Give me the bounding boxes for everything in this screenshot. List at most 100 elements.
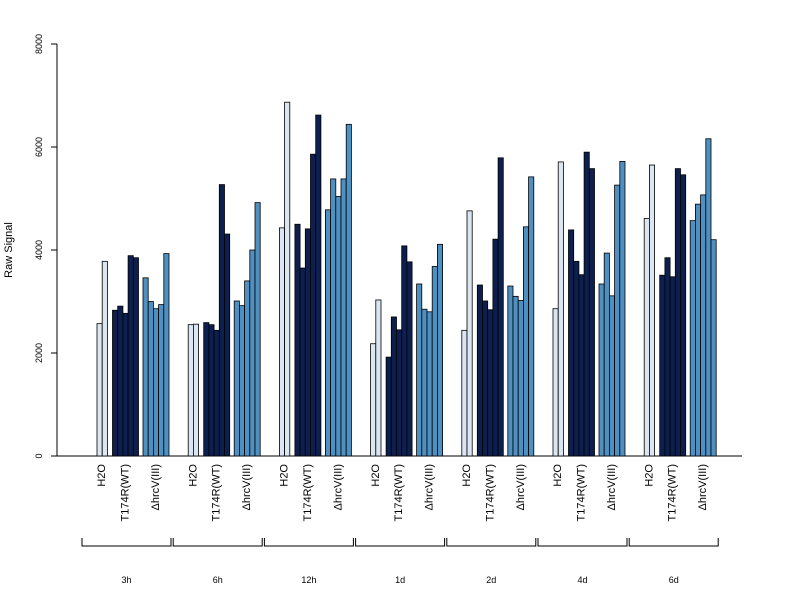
treatment-label: T174R(WT) — [667, 464, 679, 521]
bar — [375, 299, 382, 457]
bar — [385, 356, 392, 457]
group-label: 3h — [121, 575, 131, 585]
bar — [416, 283, 423, 457]
group-bracket — [446, 538, 537, 547]
bar — [674, 168, 681, 457]
bar — [299, 267, 306, 457]
treatment-label: ΔhrcV(III) — [241, 464, 253, 510]
bar — [117, 305, 124, 457]
treatment-label: H2O — [96, 464, 108, 487]
bar — [523, 226, 530, 457]
bar — [112, 309, 119, 457]
bar — [294, 223, 301, 457]
bar — [218, 184, 225, 457]
group-label: 6d — [669, 575, 679, 585]
y-tick-label: 0 — [34, 453, 44, 458]
bar — [568, 229, 575, 457]
treatment-label: H2O — [461, 464, 473, 487]
bar — [249, 249, 256, 457]
bar — [619, 161, 626, 457]
bar — [208, 324, 215, 457]
labels-layer: H2O T174R(WT) ΔhrcV(III) 3h H2O T174R(WT) Δhrc… — [81, 464, 719, 585]
group-bracket — [172, 538, 263, 547]
bar — [278, 227, 285, 457]
group-label: 2d — [486, 575, 496, 585]
bar — [213, 329, 220, 457]
treatment-label: H2O — [370, 464, 382, 487]
bar — [643, 218, 650, 457]
bar — [573, 260, 580, 457]
bar — [340, 178, 347, 457]
bar — [487, 309, 494, 457]
bar — [147, 301, 154, 457]
bar — [127, 255, 134, 457]
bar — [254, 202, 261, 457]
bar — [649, 164, 656, 457]
treatment-label: T174R(WT) — [484, 464, 496, 521]
bar — [603, 252, 610, 457]
bar — [426, 311, 433, 457]
bar — [461, 329, 468, 457]
bar — [315, 114, 322, 457]
bar — [370, 343, 377, 457]
bar — [192, 323, 199, 457]
group-label: 4d — [577, 575, 587, 585]
bar — [517, 300, 524, 457]
bar — [710, 239, 717, 457]
treatment-label: T174R(WT) — [211, 464, 223, 521]
treatment-label: ΔhrcV(III) — [606, 464, 618, 510]
bar — [132, 257, 139, 457]
bar — [705, 138, 712, 457]
treatment-label: T174R(WT) — [576, 464, 588, 521]
bar — [497, 157, 504, 457]
bar — [203, 322, 210, 457]
bar — [390, 316, 397, 457]
bar — [238, 305, 245, 457]
treatment-label: ΔhrcV(III) — [332, 464, 344, 510]
treatment-label: ΔhrcV(III) — [515, 464, 527, 510]
bar — [122, 312, 129, 457]
bar — [614, 184, 621, 457]
treatment-label: H2O — [279, 464, 291, 487]
bar — [401, 245, 408, 457]
bars-layer — [96, 101, 717, 457]
bar — [598, 283, 605, 457]
bar — [284, 101, 291, 457]
bar — [659, 274, 666, 457]
bar — [431, 266, 438, 457]
treatment-label: H2O — [643, 464, 655, 487]
bar — [528, 176, 535, 457]
bar — [482, 300, 489, 457]
bar — [552, 308, 559, 457]
group-bracket — [628, 538, 719, 547]
treatment-label: T174R(WT) — [393, 464, 405, 521]
bar — [664, 257, 671, 457]
bar — [421, 308, 428, 457]
bar — [244, 280, 251, 457]
bar — [324, 209, 331, 457]
treatment-label: ΔhrcV(III) — [697, 464, 709, 510]
bar — [310, 153, 317, 457]
bar — [233, 300, 240, 457]
treatment-label: T174R(WT) — [120, 464, 132, 521]
group-bracket — [537, 538, 628, 547]
bar — [669, 276, 676, 457]
group-label: 12h — [301, 575, 316, 585]
bar — [689, 220, 696, 457]
bar — [512, 295, 519, 457]
bar — [406, 261, 413, 457]
bar — [396, 329, 403, 457]
axes-layer: 0 2000 4000 6000 8000 — [34, 34, 742, 459]
bar — [224, 233, 231, 457]
bar — [557, 161, 564, 457]
bar — [609, 295, 616, 457]
bar — [583, 151, 590, 457]
y-axis-label: Raw Signal — [3, 222, 15, 278]
bar — [466, 210, 473, 457]
bar — [345, 123, 352, 457]
bar — [96, 323, 103, 457]
bar — [152, 308, 159, 457]
bar — [163, 253, 170, 457]
